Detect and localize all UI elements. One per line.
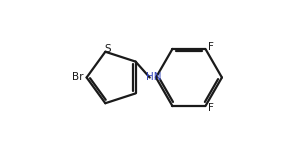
Text: HN: HN [146, 73, 161, 82]
Text: F: F [209, 42, 214, 52]
Text: F: F [209, 103, 214, 113]
Text: Br: Br [72, 72, 83, 82]
Text: S: S [104, 44, 111, 54]
